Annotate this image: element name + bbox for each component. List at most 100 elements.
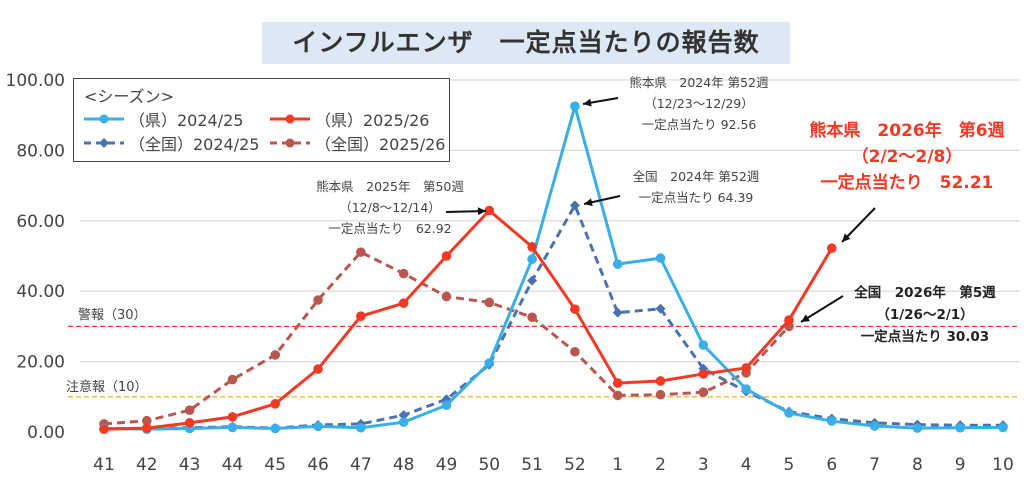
legend-item: （県）2024/25 xyxy=(82,107,243,131)
data-point xyxy=(270,423,281,434)
annotation-line: 全国 2026年 第5週 xyxy=(854,285,996,301)
x-tick-label: 3 xyxy=(698,455,709,475)
legend-label: （県）2025/26 xyxy=(315,111,430,130)
y-tick-label: 60.00 xyxy=(16,212,65,232)
arrow-head-icon xyxy=(801,314,810,322)
x-tick-label: 42 xyxy=(136,455,158,475)
data-point xyxy=(612,259,623,269)
data-point xyxy=(869,421,880,431)
data-point xyxy=(612,378,623,388)
x-tick-label: 49 xyxy=(436,455,458,475)
y-tick-label: 100.00 xyxy=(6,71,65,91)
legend-title: <シーズン> xyxy=(84,87,175,106)
data-point xyxy=(569,200,580,211)
x-tick-label: 46 xyxy=(307,455,329,475)
data-point xyxy=(826,416,837,426)
data-point xyxy=(356,422,366,433)
annotation-pref-2024-w52: 熊本県 2024年 第52週 （12/23〜12/29） 一定点当たり 92.5… xyxy=(614,72,784,135)
annotation-line: （1/26〜2/1） xyxy=(876,307,974,323)
arrow-head-icon xyxy=(583,98,592,107)
data-point xyxy=(270,350,281,360)
data-point xyxy=(570,304,580,314)
data-point xyxy=(142,415,152,426)
legend-label: （全国）2025/26 xyxy=(315,135,446,154)
legend-marker-icon xyxy=(270,138,310,148)
chart-title: インフルエンザ 一定点当たりの報告数 xyxy=(262,22,790,64)
data-point xyxy=(655,389,666,400)
data-point xyxy=(527,254,537,264)
x-tick-label: 9 xyxy=(955,455,966,475)
annotation-line: 一定点当たり 64.39 xyxy=(638,190,754,205)
data-point xyxy=(398,268,409,279)
y-tick-label: 40.00 xyxy=(16,282,65,302)
annotation-national-2026-w5: 全国 2026年 第5週 （1/26〜2/1） 一定点当たり 30.03 xyxy=(830,282,1020,348)
annotation-line: 熊本県 2024年 第52週 xyxy=(629,75,769,90)
x-tick-label: 51 xyxy=(521,455,543,475)
data-point xyxy=(227,412,238,422)
data-point xyxy=(527,242,537,252)
data-point xyxy=(741,363,751,373)
data-point xyxy=(612,390,623,401)
data-point xyxy=(356,311,366,321)
y-tick-label: 80.00 xyxy=(16,141,65,161)
data-point xyxy=(784,408,794,418)
data-point xyxy=(527,275,538,286)
data-point xyxy=(142,423,152,433)
x-tick-label: 4 xyxy=(741,455,752,475)
data-point xyxy=(998,422,1008,433)
x-tick-label: 1 xyxy=(612,455,623,475)
x-tick-label: 7 xyxy=(869,455,880,475)
legend-item: （県）2025/26 xyxy=(268,107,429,131)
arrow-head-icon xyxy=(584,198,593,207)
data-point xyxy=(570,346,580,357)
x-tick-label: 47 xyxy=(350,455,372,475)
data-point xyxy=(227,422,238,433)
data-point xyxy=(313,295,323,305)
data-point xyxy=(99,424,109,434)
y-tick-label: 0.00 xyxy=(27,423,65,443)
data-point xyxy=(655,303,666,314)
data-point xyxy=(184,405,195,415)
x-tick-label: 50 xyxy=(478,455,500,475)
series-line xyxy=(103,104,1004,431)
annotation-line: 一定点当たり 30.03 xyxy=(860,329,990,345)
annotation-line: 全国 2024年 第52週 xyxy=(632,169,760,184)
arrow-head-icon xyxy=(477,207,486,216)
x-tick-label: 6 xyxy=(826,455,837,475)
caution-level-label: 注意報（10） xyxy=(66,380,148,395)
series-line xyxy=(103,209,834,431)
x-tick-label: 48 xyxy=(393,455,415,475)
data-point xyxy=(398,417,409,427)
data-point xyxy=(698,369,709,379)
annotation-line: 熊本県 2026年 第6週 xyxy=(809,121,1005,141)
annotation-line: 一定点当たり 52.21 xyxy=(820,173,994,193)
legend: <シーズン> （県）2024/25 （県）2025/26 （全国）2024/25… xyxy=(73,78,450,162)
y-tick-label: 20.00 xyxy=(16,353,65,373)
annotation-line: 熊本県 2025年 第50週 xyxy=(316,179,464,194)
data-point xyxy=(826,243,837,254)
legend-label: （全国）2024/25 xyxy=(129,135,260,154)
data-point xyxy=(356,247,366,257)
data-point xyxy=(184,418,195,428)
annotation-national-2024-w52: 全国 2024年 第52週 一定点当たり 64.39 xyxy=(616,166,776,208)
data-point xyxy=(484,297,495,308)
legend-label: （県）2024/25 xyxy=(129,111,244,130)
data-point xyxy=(313,364,323,374)
legend-marker-icon xyxy=(270,114,310,124)
x-tick-label: 45 xyxy=(264,455,286,475)
data-point xyxy=(227,374,238,385)
alarm-level-label: 警報（30） xyxy=(78,308,147,323)
annotation-line: 一定点当たり 92.56 xyxy=(641,117,757,132)
x-tick-label: 2 xyxy=(655,455,666,475)
legend-item: （全国）2024/25 xyxy=(82,131,259,155)
arrow-head-icon xyxy=(842,233,851,242)
data-point xyxy=(784,315,794,325)
data-point xyxy=(698,387,709,398)
x-tick-label: 43 xyxy=(179,455,201,475)
x-tick-label: 5 xyxy=(784,455,795,475)
data-point xyxy=(655,253,666,263)
data-point xyxy=(527,312,537,323)
annotation-line: 一定点当たり 62.92 xyxy=(328,221,452,236)
